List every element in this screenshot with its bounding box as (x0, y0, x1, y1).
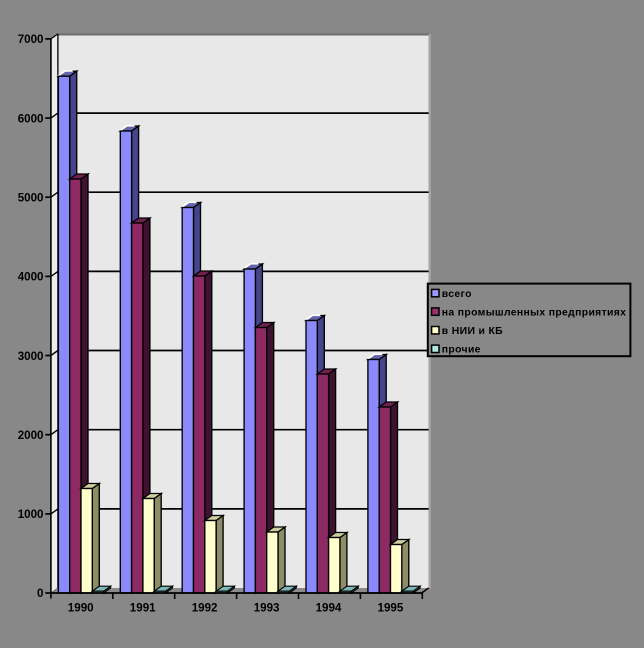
svg-text:0: 0 (37, 587, 43, 600)
svg-text:1000: 1000 (18, 508, 44, 521)
svg-text:всего: всего (442, 289, 472, 300)
svg-text:2000: 2000 (18, 429, 44, 442)
svg-text:на промышленных предприятиях: на промышленных предприятиях (442, 307, 627, 318)
svg-text:1990: 1990 (68, 601, 94, 614)
svg-text:6000: 6000 (18, 112, 44, 125)
svg-text:1992: 1992 (192, 601, 218, 614)
svg-text:1993: 1993 (254, 601, 280, 614)
svg-text:7000: 7000 (18, 33, 44, 46)
svg-text:1994: 1994 (316, 601, 342, 614)
svg-text:1991: 1991 (130, 601, 156, 614)
svg-text:3000: 3000 (18, 350, 44, 363)
svg-text:5000: 5000 (18, 192, 44, 205)
svg-text:в НИИ и КБ: в НИИ и КБ (442, 326, 503, 337)
svg-text:прочие: прочие (442, 345, 481, 356)
svg-text:4000: 4000 (18, 271, 44, 284)
svg-text:1995: 1995 (378, 601, 404, 614)
